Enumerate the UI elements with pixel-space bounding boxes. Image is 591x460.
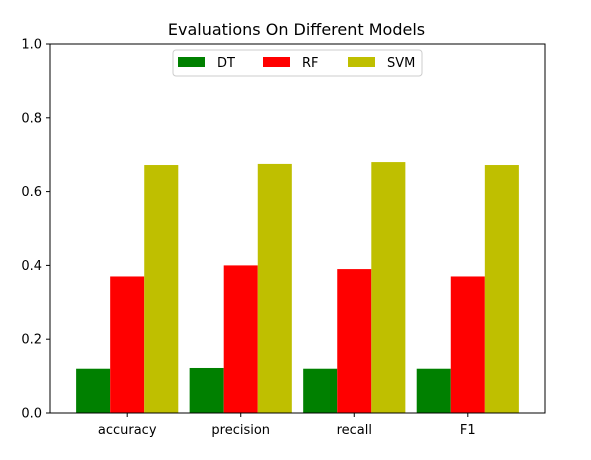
legend-label-svm: SVM (387, 56, 415, 71)
bar-rf-accuracy (110, 276, 145, 413)
y-tick-label: 0.8 (21, 111, 42, 126)
legend: DT RF SVM (172, 49, 423, 77)
y-tick-label: 0.6 (21, 185, 42, 200)
bar-rf-f1 (450, 276, 485, 413)
x-tick-label: recall (337, 423, 372, 438)
bar-rf-precision (223, 265, 258, 413)
y-tick-label: 0.0 (21, 407, 42, 422)
y-tick-label: 0.4 (21, 259, 42, 274)
legend-swatch-svm (348, 57, 375, 67)
plot-frame (49, 43, 546, 414)
axes-layer: accuracy precision recall F1 0.0 0.2 0.4 0.6 0.8… (21, 38, 546, 438)
y-tick-label: 0.2 (21, 333, 42, 348)
x-tick-label: accuracy (98, 423, 157, 438)
legend-swatch-dt (178, 57, 205, 67)
bar-dt-f1 (416, 368, 451, 413)
bar-svm-recall (371, 162, 406, 413)
legend-swatch-rf (263, 57, 290, 67)
legend-label-dt: DT (217, 56, 235, 71)
bars-layer (76, 162, 519, 413)
legend-label-rf: RF (302, 56, 319, 71)
chart-title: Evaluations On Different Models (168, 20, 425, 39)
x-tick-label: F1 (460, 423, 476, 438)
bar-svm-precision (257, 163, 292, 413)
x-tick-label: precision (211, 423, 270, 438)
y-tick-label: 1.0 (21, 38, 42, 53)
bar-svm-f1 (484, 165, 519, 413)
bar-dt-accuracy (76, 368, 111, 413)
bar-rf-recall (337, 269, 372, 413)
legend-box (172, 49, 423, 77)
bar-dt-precision (189, 367, 224, 413)
bar-dt-recall (303, 368, 338, 413)
bar-svm-accuracy (144, 165, 179, 413)
